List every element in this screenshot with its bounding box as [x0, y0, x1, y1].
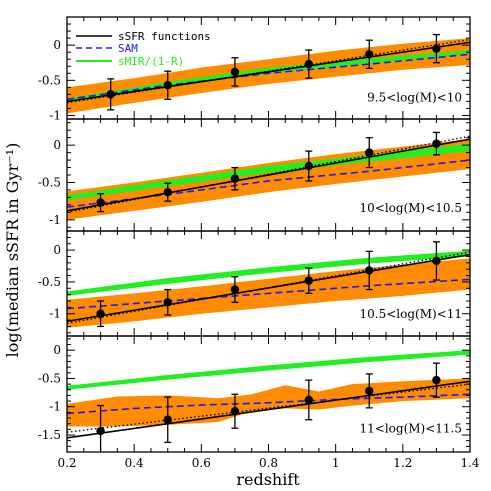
y-tick-label: -0.5	[38, 175, 61, 189]
panel-1: -1 -0.5 0 9.5<log(M)<10	[38, 16, 471, 122]
data-marker	[432, 139, 441, 148]
data-marker	[163, 298, 172, 307]
smir-band	[67, 350, 470, 390]
legend-label-sMIR: sMIR/(1-R)	[118, 55, 184, 68]
data-marker	[96, 309, 105, 318]
x-tick-label: 0.6	[192, 456, 211, 470]
data-point	[96, 300, 105, 328]
panel-mass-label: 10<log(M)<10.5	[360, 201, 463, 215]
panel-plot-area	[67, 131, 470, 220]
data-marker	[304, 161, 313, 171]
sam-line	[67, 393, 470, 415]
data-marker	[432, 375, 441, 385]
y-tick-label: -1	[49, 213, 61, 227]
data-marker	[230, 285, 240, 294]
y-axis-title: log(median sSFR in Gyr⁻¹)	[3, 143, 22, 358]
panel-4: -1.5 -1 -0.5 0 11<log(M)<11.5	[38, 335, 471, 453]
y-tick-label: 0	[53, 138, 61, 152]
y-tick-label: -1	[49, 307, 61, 321]
panel-plot-area	[67, 350, 470, 452]
data-point	[365, 250, 374, 291]
data-marker	[365, 266, 374, 275]
data-marker	[365, 148, 374, 157]
y-tick-label: -1.5	[38, 428, 61, 442]
panel-plot-area	[67, 241, 470, 328]
data-marker	[304, 395, 313, 405]
data-point	[365, 39, 374, 70]
data-marker	[230, 174, 240, 183]
data-point	[432, 241, 441, 281]
data-marker	[163, 81, 172, 90]
y-tick-label: -0.5	[38, 275, 61, 289]
ssfr-function-fit-line	[67, 380, 470, 439]
sam-line	[67, 53, 470, 101]
data-point	[163, 70, 172, 100]
y-tick-label: 0	[53, 343, 61, 357]
data-marker	[106, 90, 115, 99]
data-marker	[96, 426, 105, 436]
data-marker	[230, 67, 240, 77]
legend-label-sSFR-functions: sSFR functions	[118, 30, 211, 43]
data-marker	[304, 59, 313, 69]
x-axis: 0.2 0.4 0.6 0.8 1 1.2 1.4	[57, 456, 479, 470]
x-axis-title: redshift	[236, 470, 300, 489]
y-tick-label: -1	[49, 400, 61, 414]
data-marker	[432, 256, 441, 266]
data-point	[432, 362, 441, 398]
panels: -1 -0.5 0 9.5<log(M)<10 -1 -0.5 0 10<log(M)<10.…	[38, 16, 471, 453]
data-marker	[96, 198, 105, 207]
y-tick-label: -0.5	[38, 73, 61, 87]
data-point	[230, 166, 240, 191]
data-point	[230, 276, 240, 303]
data-point	[96, 193, 105, 213]
data-point	[163, 182, 172, 202]
data-point	[365, 373, 374, 409]
x-tick-label: 0.4	[125, 456, 144, 470]
data-point	[432, 33, 441, 64]
x-tick-label: 1.4	[460, 456, 479, 470]
data-point	[230, 57, 240, 87]
legend: sSFR functions SAM sMIR/(1-R)	[76, 30, 211, 68]
x-tick-label: 1	[332, 456, 340, 470]
ssfr-function-fit-line	[67, 253, 470, 323]
data-point	[304, 379, 313, 421]
y-tick-label: -1	[49, 108, 61, 122]
ssfr-function-fit-line	[67, 41, 470, 103]
x-tick-label: 0.8	[259, 456, 278, 470]
data-marker	[163, 415, 172, 424]
panel-mass-label: 9.5<log(M)<10	[367, 91, 462, 105]
data-point	[432, 131, 441, 156]
data-point	[365, 137, 374, 169]
data-marker	[365, 50, 374, 59]
panel-3: -1 -0.5 0 10.5<log(M)<11	[38, 230, 471, 337]
data-marker	[163, 187, 172, 197]
panel-2: -1 -0.5 0 10<log(M)<10.5	[38, 118, 471, 232]
y-tick-label: 0	[53, 243, 61, 257]
x-tick-label: 1.2	[393, 456, 412, 470]
y-tick-label: -0.5	[38, 371, 61, 385]
panel-mass-label: 11<log(M)<11.5	[360, 421, 463, 435]
data-point	[163, 288, 172, 316]
data-marker	[432, 44, 441, 53]
legend-label-SAM: SAM	[118, 42, 138, 55]
data-point	[230, 393, 240, 429]
data-marker	[230, 407, 240, 416]
data-marker	[304, 276, 313, 285]
y-tick-label: 0	[53, 38, 61, 52]
data-point	[163, 396, 172, 444]
data-marker	[365, 386, 374, 396]
data-point	[304, 267, 313, 295]
x-tick-label: 0.2	[57, 456, 76, 470]
sam-line	[67, 278, 470, 310]
panel-mass-label: 10.5<log(M)<11	[360, 307, 463, 321]
data-point	[304, 49, 313, 79]
panel-plot-area	[67, 33, 470, 114]
data-point	[304, 150, 313, 182]
ssfr-function-fit-line	[67, 138, 470, 212]
data-point	[106, 78, 115, 111]
